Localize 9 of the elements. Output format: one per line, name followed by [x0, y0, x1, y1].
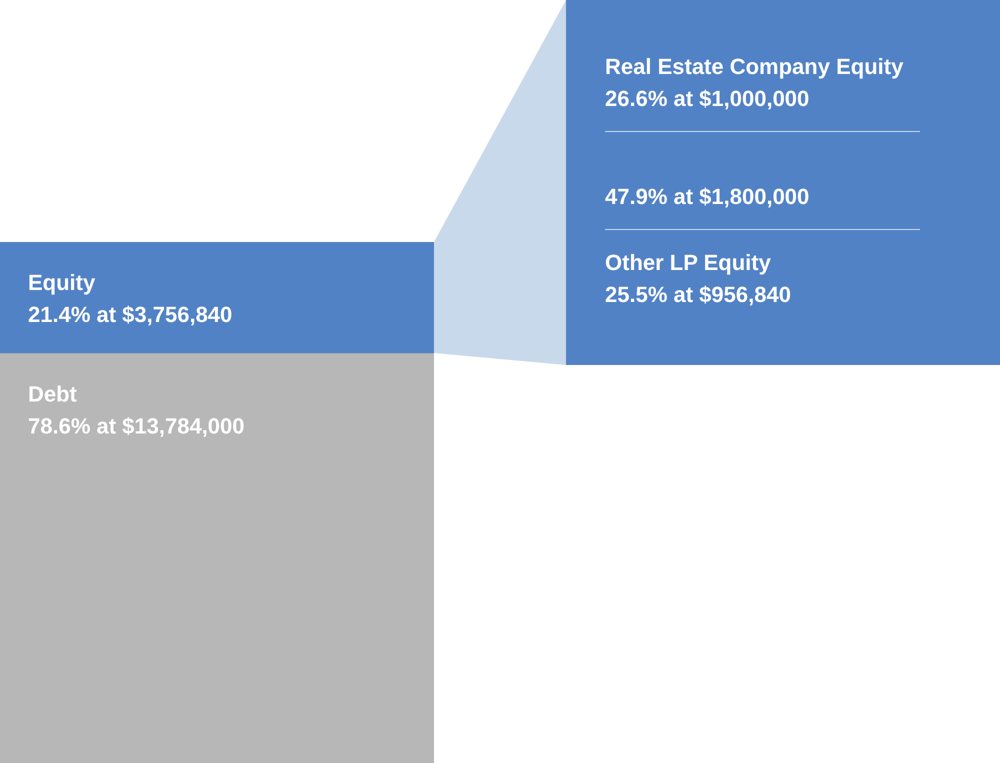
- category-label: Other LP Equity: [605, 250, 772, 275]
- series-label: Debt: [28, 382, 78, 407]
- text: 26.6% at $1,000,000: [605, 86, 810, 111]
- text: 47.9% at $1,800,000: [605, 184, 810, 209]
- series-label: Equity: [28, 270, 96, 295]
- category-label: Real Estate Company Equity: [605, 54, 904, 79]
- data-label: 78.6% at $13,784,000: [28, 414, 245, 439]
- data-label: 21.4% at $3,756,840: [28, 302, 232, 327]
- text: 25.5% at $956,840: [605, 282, 791, 307]
